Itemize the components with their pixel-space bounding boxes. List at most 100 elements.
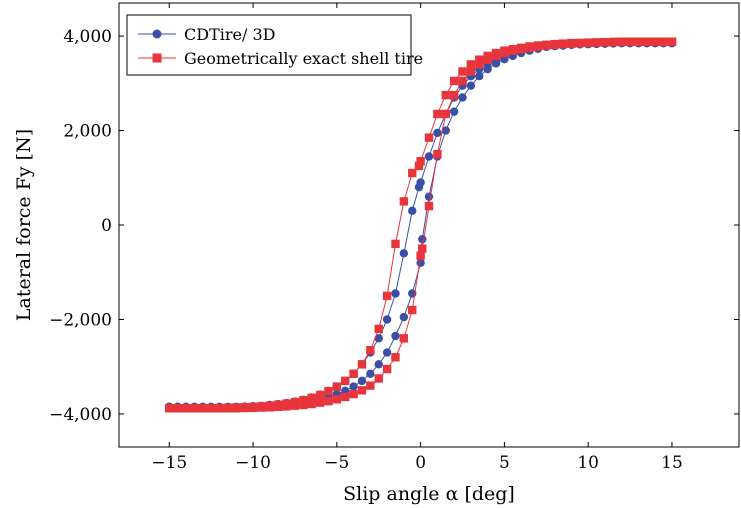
data-point-shell — [642, 37, 652, 46]
data-point-shell — [449, 90, 459, 100]
x-tick-label: 0 — [415, 453, 426, 473]
data-point-shell — [223, 404, 233, 413]
data-point-cdtire — [391, 289, 400, 298]
legend-label-shell: Geometrically exact shell tire — [184, 49, 423, 68]
data-point-shell — [625, 37, 635, 46]
data-point-shell — [366, 381, 375, 390]
data-point-shell — [483, 55, 492, 64]
data-point-shell — [491, 51, 501, 61]
data-point-cdtire — [433, 128, 442, 138]
data-point-shell — [475, 60, 484, 69]
data-point-cdtire — [466, 81, 476, 90]
data-point-shell — [257, 403, 266, 412]
data-point-cdtire — [491, 59, 501, 68]
x-tick-label: 5 — [499, 453, 510, 473]
data-point-cdtire — [408, 206, 417, 216]
data-point-shell — [290, 401, 300, 410]
data-point-shell — [198, 404, 207, 413]
data-point-cdtire — [349, 382, 358, 391]
data-point-shell — [609, 37, 618, 47]
legend-label-cdtire: CDTire/ 3D — [184, 25, 275, 44]
data-point-cdtire — [382, 315, 392, 324]
data-point-shell — [449, 76, 459, 86]
data-point-cdtire — [483, 64, 492, 74]
data-point-shell — [634, 37, 643, 46]
data-point-shell — [357, 360, 367, 369]
data-point-shell — [558, 39, 568, 49]
x-tick-label: −10 — [235, 453, 271, 473]
data-point-shell — [416, 157, 425, 166]
data-point-shell — [458, 76, 467, 86]
data-point-cdtire — [475, 72, 484, 81]
data-point-shell — [433, 109, 442, 119]
y-tick-label: −4,000 — [49, 405, 112, 425]
data-point-shell — [357, 386, 367, 395]
data-point-shell — [500, 48, 509, 58]
data-point-cdtire — [391, 331, 400, 341]
data-point-cdtire — [416, 258, 425, 267]
data-point-shell — [399, 334, 409, 343]
data-point-cdtire — [399, 249, 409, 258]
data-point-shell — [567, 39, 576, 48]
data-point-cdtire — [458, 93, 467, 102]
x-tick-label: −15 — [151, 453, 187, 473]
data-point-shell — [391, 239, 400, 249]
data-point-shell — [240, 403, 249, 413]
data-point-shell — [265, 403, 275, 412]
data-point-shell — [424, 201, 434, 211]
data-point-shell — [466, 67, 476, 76]
data-point-cdtire — [399, 312, 409, 322]
data-point-shell — [418, 244, 427, 253]
x-tick-label: 15 — [661, 453, 683, 473]
data-point-shell — [399, 197, 409, 206]
legend-marker-cdtire — [152, 29, 162, 39]
x-tick-label: 10 — [577, 453, 599, 473]
data-point-cdtire — [424, 152, 434, 161]
data-point-shell — [248, 403, 258, 412]
data-point-shell — [324, 387, 333, 396]
data-point-cdtire — [357, 376, 367, 386]
data-point-cdtire — [424, 192, 434, 201]
data-point-cdtire — [418, 234, 427, 244]
data-point-shell — [341, 392, 350, 402]
data-point-shell — [533, 42, 543, 51]
data-point-shell — [332, 395, 342, 404]
data-point-shell — [315, 398, 325, 407]
x-axis-title: Slip angle α [deg] — [343, 483, 515, 505]
data-point-shell — [550, 40, 559, 50]
data-point-shell — [508, 46, 517, 55]
data-point-shell — [349, 389, 358, 399]
data-point-shell — [374, 324, 383, 334]
data-point-shell — [575, 38, 585, 48]
data-point-shell — [667, 37, 677, 46]
data-point-shell — [391, 353, 400, 362]
data-point-cdtire — [441, 126, 450, 135]
data-point-shell — [315, 390, 325, 400]
data-point-shell — [206, 404, 216, 413]
data-point-shell — [282, 402, 291, 411]
y-tick-label: 2,000 — [63, 122, 112, 142]
y-tick-label: 0 — [101, 216, 112, 236]
data-point-shell — [617, 37, 626, 46]
data-point-shell — [349, 369, 358, 378]
x-tick-label: −5 — [324, 453, 349, 473]
data-point-shell — [441, 90, 450, 100]
data-point-cdtire — [374, 360, 383, 369]
data-point-shell — [414, 161, 424, 171]
data-point-shell — [299, 396, 308, 405]
data-point-shell — [215, 404, 224, 413]
data-point-shell — [181, 404, 191, 413]
data-point-shell — [651, 37, 660, 46]
y-tick-label: 4,000 — [63, 27, 112, 47]
data-point-shell — [600, 38, 610, 47]
data-point-shell — [659, 37, 668, 46]
data-point-shell — [516, 45, 526, 54]
data-point-shell — [592, 38, 601, 47]
data-point-shell — [307, 399, 316, 409]
data-point-shell — [382, 291, 392, 301]
data-point-shell — [324, 396, 333, 406]
data-point-shell — [408, 305, 417, 315]
data-point-shell — [307, 393, 316, 403]
data-point-cdtire — [366, 369, 375, 378]
data-point-shell — [583, 38, 593, 47]
